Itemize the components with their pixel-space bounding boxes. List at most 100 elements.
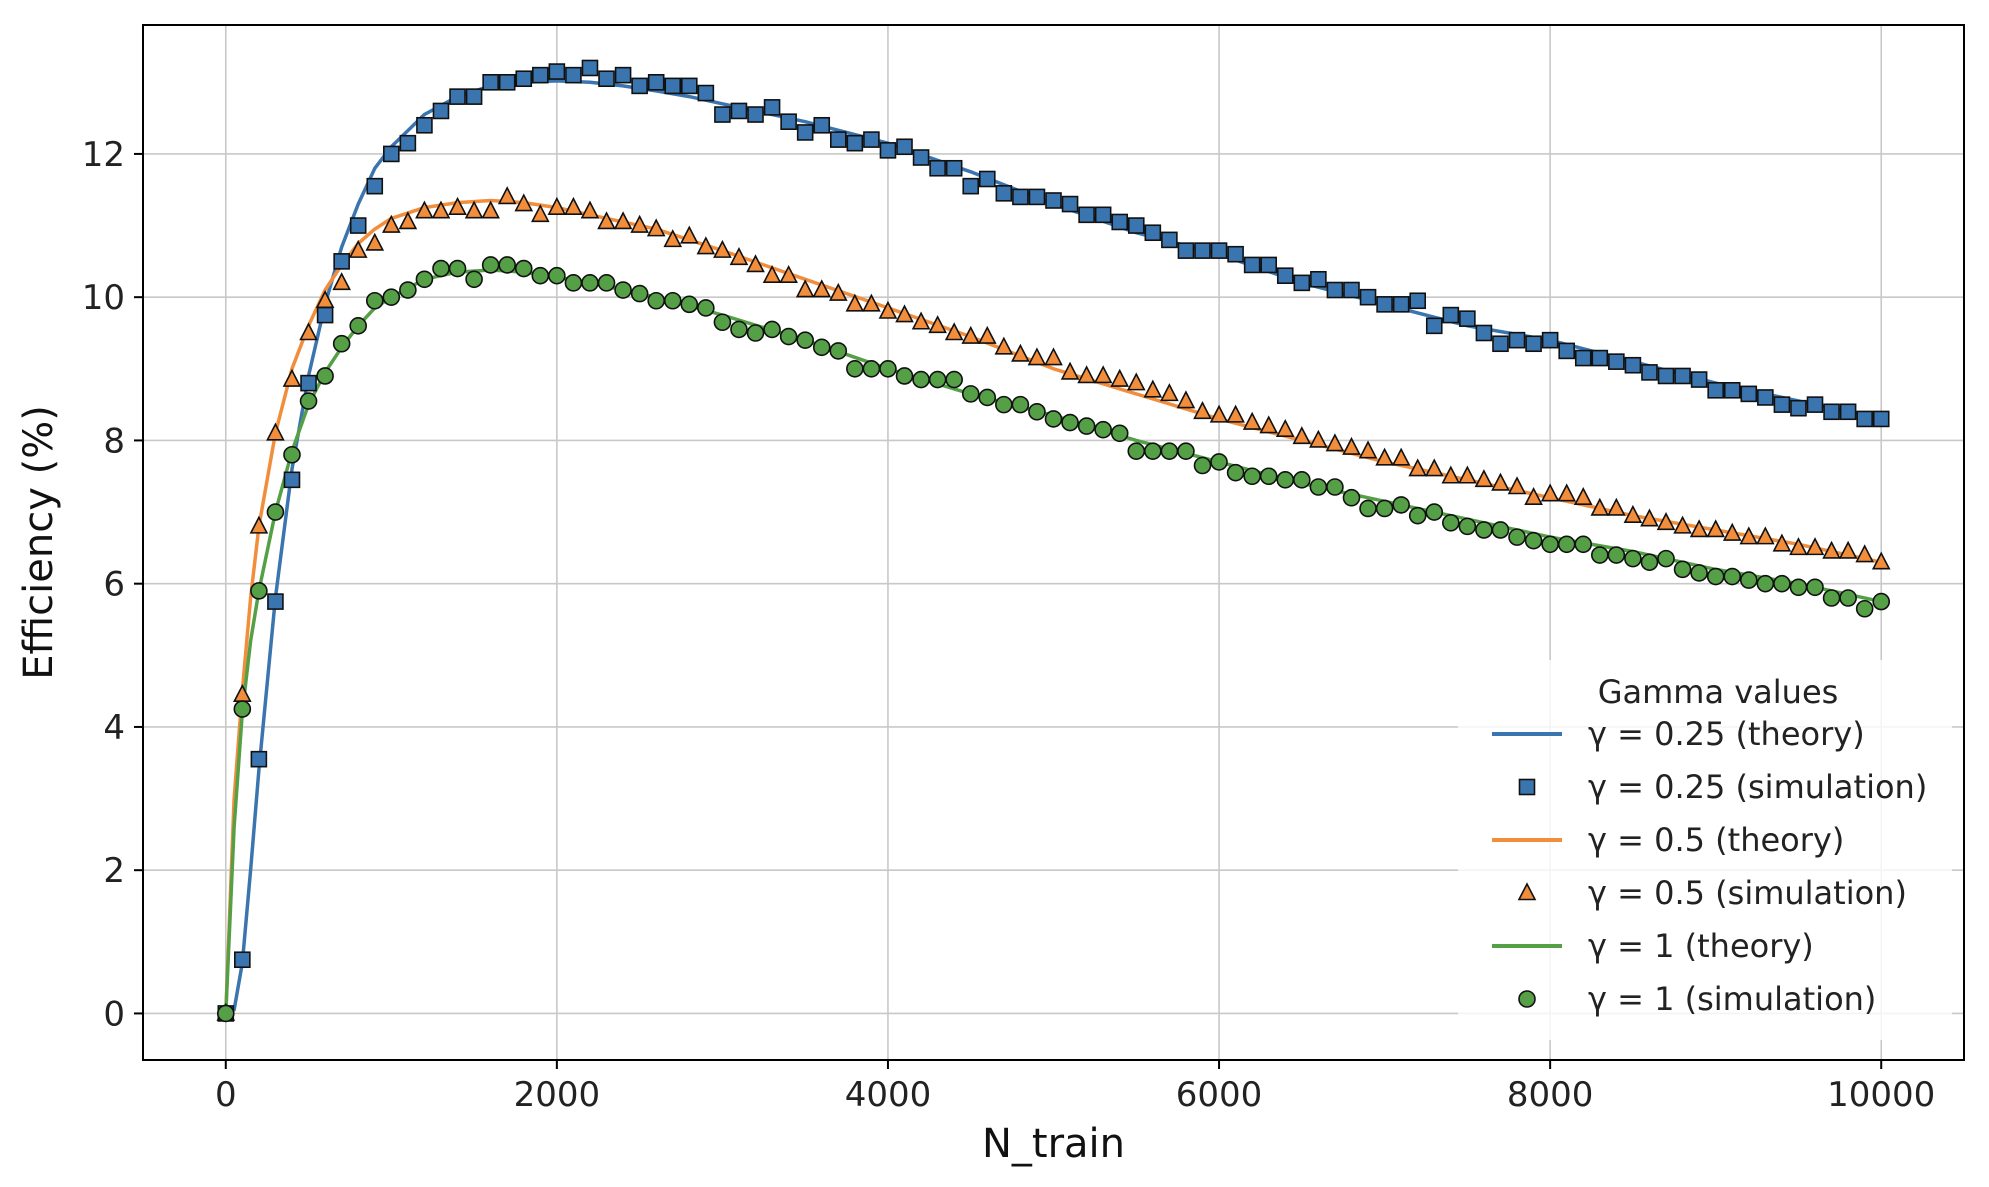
- square-marker: [1161, 231, 1178, 249]
- square-marker: [1558, 342, 1575, 360]
- triangle-marker: [398, 211, 418, 230]
- y-tick-label: 6: [103, 565, 125, 605]
- triangle-marker: [828, 282, 848, 301]
- triangle-marker: [266, 422, 285, 441]
- square-marker: [1508, 331, 1526, 349]
- square-marker: [1475, 324, 1493, 342]
- legend-label-1: γ = 0.25 (simulation): [1588, 768, 1927, 806]
- circle-marker: [1574, 535, 1593, 554]
- circle-marker: [564, 274, 583, 292]
- circle-marker: [1690, 564, 1708, 582]
- triangle-marker: [1027, 347, 1047, 366]
- square-marker: [962, 177, 980, 195]
- circle-marker: [1789, 578, 1808, 597]
- circle-marker: [448, 259, 467, 278]
- triangle-marker: [862, 293, 881, 312]
- triangle-marker: [1590, 497, 1610, 516]
- legend-marker-3: [1517, 882, 1537, 901]
- circle-marker: [746, 324, 765, 342]
- circle-marker: [630, 284, 649, 303]
- square-marker: [631, 77, 648, 95]
- triangle-marker: [977, 325, 997, 344]
- x-tick-label: 0: [215, 1075, 237, 1115]
- triangle-marker: [382, 214, 401, 233]
- square-marker: [1674, 367, 1691, 385]
- circle-marker: [332, 334, 351, 353]
- circle-marker: [1806, 578, 1824, 597]
- square-marker: [548, 63, 566, 80]
- triangle-marker: [746, 254, 765, 273]
- triangle-marker: [1474, 469, 1494, 488]
- circle-marker: [1375, 499, 1394, 518]
- triangle-marker: [1309, 429, 1328, 448]
- triangle-marker: [1093, 365, 1113, 384]
- square-marker: [1409, 292, 1426, 310]
- triangle-marker: [1209, 404, 1229, 423]
- triangle-marker: [762, 264, 782, 283]
- triangle-marker: [530, 204, 550, 223]
- square-marker: [995, 185, 1013, 202]
- square-marker: [1541, 331, 1559, 349]
- circle-marker: [1359, 499, 1377, 518]
- circle-marker: [796, 331, 814, 349]
- square-marker: [1293, 274, 1311, 292]
- square-marker: [432, 102, 450, 120]
- circle-marker: [1673, 560, 1692, 579]
- triangle-marker: [1441, 465, 1461, 484]
- triangle-marker: [1044, 347, 1063, 366]
- square-marker: [1177, 242, 1195, 259]
- square-marker: [283, 471, 301, 489]
- circle-marker: [945, 370, 963, 389]
- square-marker: [1045, 192, 1062, 209]
- triangle-marker: [845, 293, 865, 312]
- circle-marker: [763, 320, 781, 339]
- triangle-marker: [1524, 486, 1543, 506]
- square-marker: [449, 88, 466, 105]
- circle-marker: [316, 367, 334, 385]
- circle-marker: [581, 274, 599, 292]
- square-marker: [1591, 349, 1609, 367]
- square-marker: [598, 70, 615, 88]
- x-tick-label: 10000: [1827, 1075, 1935, 1115]
- square-marker: [515, 70, 533, 88]
- triangle-marker: [812, 279, 832, 298]
- x-tick-label: 4000: [845, 1075, 932, 1115]
- square-marker: [730, 102, 748, 120]
- legend-entries: γ = 0.25 (theory) γ = 0.25 (simulation) γ …: [1492, 715, 1927, 1018]
- triangle-marker: [679, 225, 699, 244]
- square-marker: [912, 149, 930, 166]
- triangle-marker: [1060, 361, 1080, 380]
- square-marker: [680, 77, 698, 95]
- square-marker: [714, 106, 731, 123]
- plot-frame: [142, 24, 1965, 1061]
- square-marker: [1773, 396, 1791, 413]
- triangle-marker: [1855, 544, 1874, 563]
- triangle-marker: [1540, 483, 1560, 502]
- triangle-marker: [1822, 540, 1841, 559]
- square-marker: [1243, 256, 1261, 274]
- circle-marker: [1425, 503, 1444, 521]
- triangle-marker: [1259, 415, 1279, 434]
- square-marker: [1094, 206, 1112, 224]
- legend: Gamma values γ = 0.25 (theory)γ = 0.25 (…: [1458, 660, 1952, 1040]
- x-tick-label: 8000: [1507, 1075, 1594, 1115]
- triangle-marker: [1673, 515, 1692, 534]
- triangle-marker: [282, 368, 302, 387]
- circle-marker: [1541, 535, 1559, 554]
- square-marker: [1144, 224, 1162, 242]
- circle-marker: [415, 270, 434, 289]
- circle-marker: [1640, 553, 1659, 571]
- square-marker: [1740, 385, 1758, 403]
- square-marker: [978, 170, 996, 188]
- square-marker: [796, 124, 814, 141]
- triangle-marker: [1607, 497, 1626, 516]
- circle-marker: [995, 395, 1013, 414]
- triangle-marker: [646, 218, 666, 237]
- legend-title: Gamma values: [1598, 673, 1839, 711]
- triangle-marker: [613, 211, 633, 230]
- circle-marker: [1557, 535, 1576, 554]
- square-marker: [1690, 371, 1708, 388]
- circle-marker: [961, 385, 980, 403]
- circle-marker: [829, 342, 848, 360]
